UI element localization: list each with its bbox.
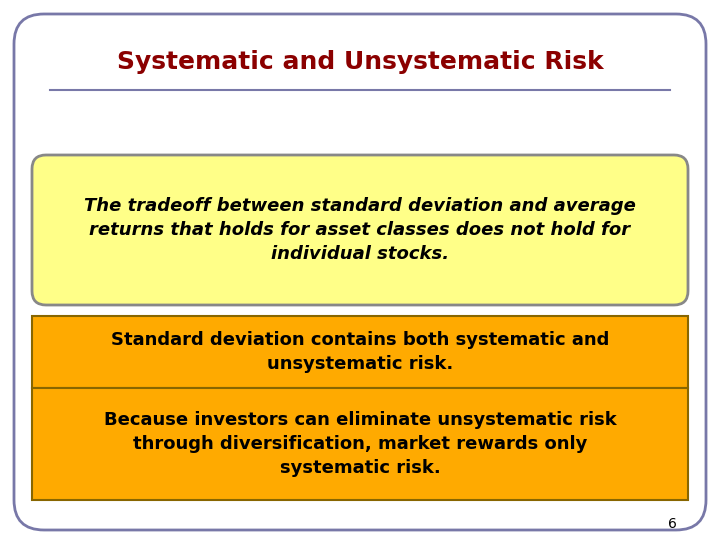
- FancyBboxPatch shape: [32, 155, 688, 305]
- Text: 6: 6: [667, 517, 676, 531]
- Text: Systematic and Unsystematic Risk: Systematic and Unsystematic Risk: [117, 50, 603, 74]
- FancyBboxPatch shape: [32, 388, 688, 500]
- Text: Standard deviation contains both systematic and
unsystematic risk.: Standard deviation contains both systema…: [111, 331, 609, 373]
- FancyBboxPatch shape: [32, 316, 688, 388]
- FancyBboxPatch shape: [14, 14, 706, 530]
- Text: The tradeoff between standard deviation and average
returns that holds for asset: The tradeoff between standard deviation …: [84, 197, 636, 264]
- Text: Because investors can eliminate unsystematic risk
through diversification, marke: Because investors can eliminate unsystem…: [104, 411, 616, 477]
